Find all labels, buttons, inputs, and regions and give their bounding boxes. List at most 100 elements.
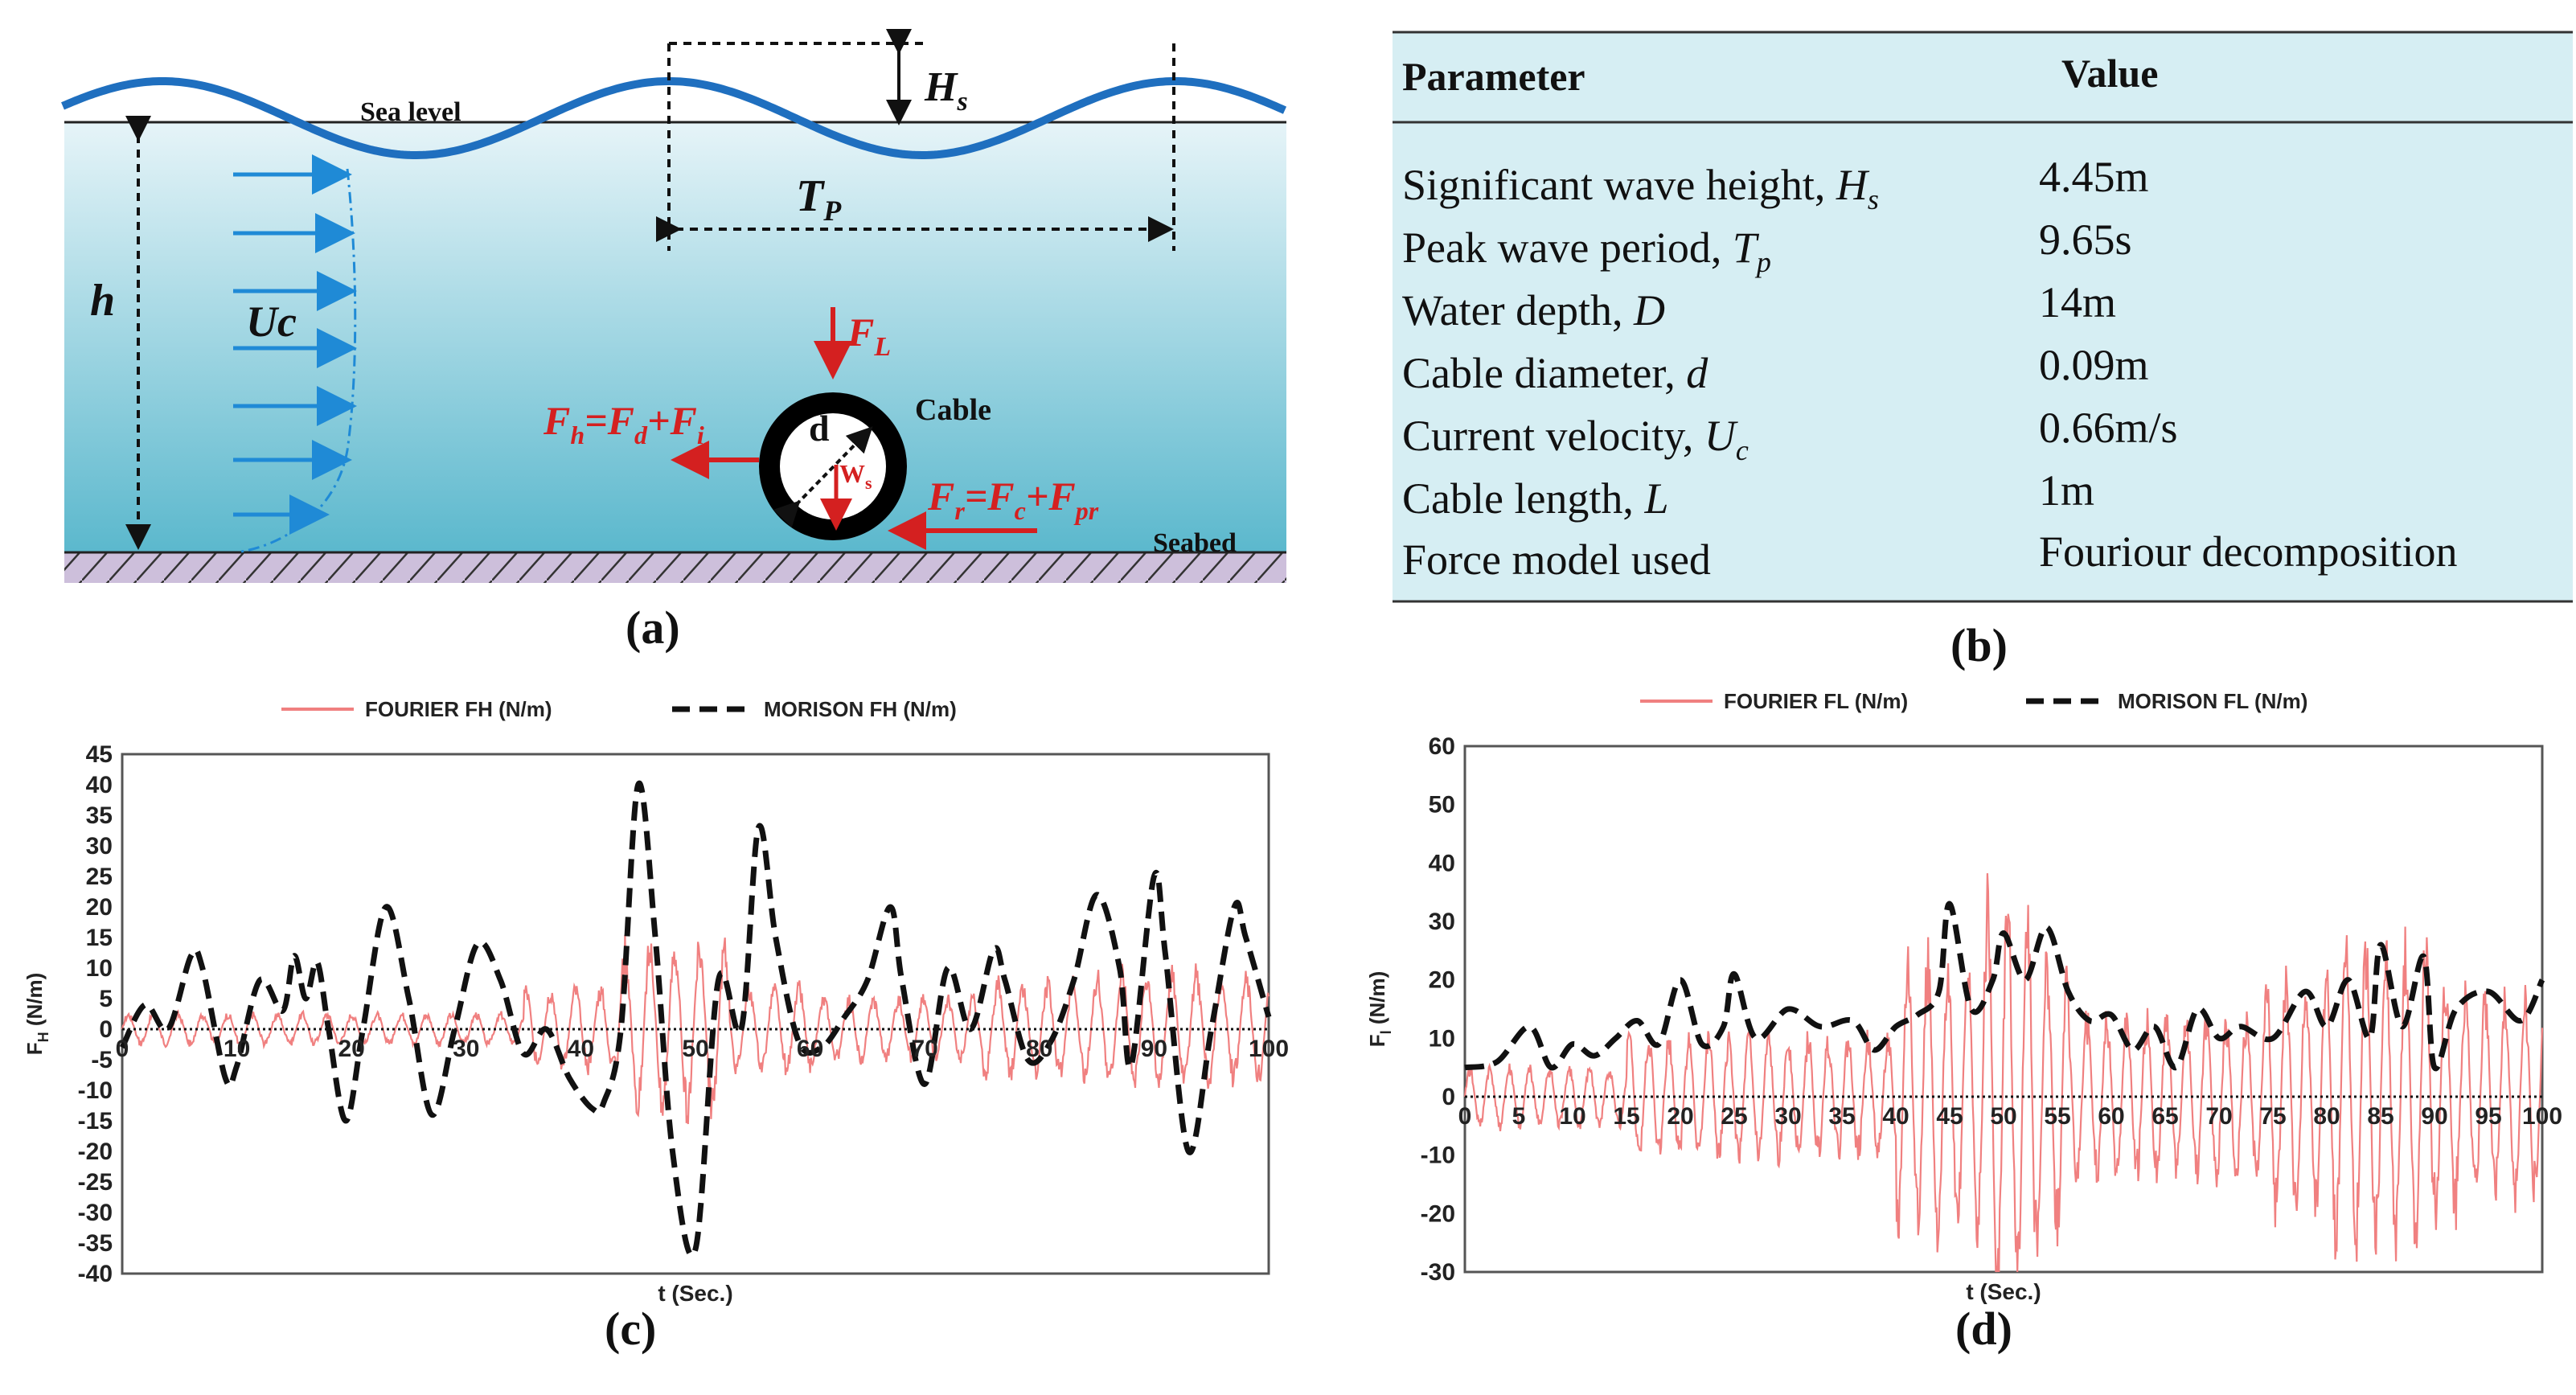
table-header-value: Value [2061, 51, 2158, 96]
x-tick-label: 35 [1828, 1103, 1855, 1130]
y-tick-label: -20 [1421, 1200, 1455, 1227]
x-tick-label: 60 [2098, 1103, 2124, 1130]
plot-area [121, 753, 1270, 1275]
y-tick-label: 15 [86, 925, 113, 951]
x-tick-label: 40 [568, 1036, 594, 1062]
water-body [64, 122, 1286, 552]
table-param-label: Current velocity, [1402, 412, 1704, 460]
table-param-cell: Significant wave height, Hs [1402, 161, 1879, 215]
table-value-cell: 4.45m [2039, 153, 2149, 201]
table-param-symbol: L [1643, 474, 1668, 523]
y-axis-label-unit: (N/m) [23, 973, 47, 1032]
x-axis-label: t (Sec.) [1966, 1279, 2041, 1304]
table-background [1393, 32, 2573, 601]
y-tick-label: 0 [1442, 1084, 1455, 1110]
y-axis-label-unit: (N/m) [1365, 971, 1389, 1031]
x-tick-label: 40 [1882, 1103, 1909, 1130]
panel-d-label: (d) [1955, 1303, 2012, 1355]
x-tick-label: 100 [2522, 1103, 2562, 1130]
x-tick-label: 90 [2421, 1103, 2447, 1130]
y-tick-label: -5 [91, 1047, 113, 1073]
legend-fourier-label: FOURIER FH (N/m) [365, 697, 552, 721]
x-tick-label: 70 [912, 1036, 938, 1062]
y-tick-label: 40 [86, 772, 113, 798]
y-tick-label: -25 [78, 1169, 113, 1196]
x-tick-label: 0 [116, 1036, 129, 1062]
x-tick-label: 55 [2044, 1103, 2070, 1130]
y-tick-label: 30 [86, 833, 113, 860]
y-tick-label: 20 [1429, 967, 1455, 994]
table-param-cell: Force model used [1402, 535, 1711, 584]
x-tick-label: 0 [1458, 1103, 1472, 1130]
seabed-hatch [64, 552, 1286, 583]
y-axis-label-sub: l [1378, 1030, 1394, 1034]
weight-label: Ws [839, 459, 872, 493]
sea-level-label: Sea level [360, 97, 461, 127]
fourier-series-line [121, 934, 1270, 1125]
table-value-cell: 0.66m/s [2039, 404, 2178, 452]
y-tick-label: -40 [78, 1261, 113, 1287]
table-value-cell: 1m [2039, 466, 2094, 515]
table-param-cell: Current velocity, Uc [1402, 412, 1749, 466]
y-tick-label: 45 [86, 741, 113, 768]
y-tick-label: 5 [99, 986, 113, 1012]
x-tick-label: 30 [453, 1036, 479, 1062]
legend-morison-label: MORISON FL (N/m) [2118, 689, 2307, 713]
y-axis-label-main: F [23, 1042, 47, 1055]
table-param-subscript: s [1868, 183, 1879, 215]
y-tick-label: 10 [1429, 1025, 1455, 1052]
x-tick-label: 10 [224, 1036, 250, 1062]
table-header-parameter: Parameter [1402, 54, 1585, 99]
x-tick-label: 75 [2259, 1103, 2286, 1130]
x-tick-label: 25 [1721, 1103, 1747, 1130]
table-value-cell: 0.09m [2039, 341, 2149, 389]
legend-morison-label: MORISON FH (N/m) [764, 697, 957, 721]
y-tick-label: 60 [1429, 733, 1455, 760]
table-value-cell: Fouriour decomposition [2039, 527, 2457, 576]
table-param-label: Cable diameter, [1402, 349, 1686, 397]
hydrodynamic-force-equation: Fh=Fd+Fi [543, 398, 704, 449]
table-value-cell: 9.65s [2039, 215, 2132, 264]
lift-force-label: FL [847, 310, 891, 362]
x-tick-label: 60 [797, 1036, 823, 1062]
panel-b-label: (b) [1950, 619, 2008, 671]
x-tick-label: 65 [2151, 1103, 2178, 1130]
table-param-symbol: d [1686, 349, 1708, 397]
morison-series-line [1464, 901, 2545, 1072]
x-tick-label: 20 [338, 1036, 365, 1062]
y-tick-label: -15 [78, 1108, 113, 1134]
reaction-force-equation: Fr=Fc+Fpr [927, 474, 1099, 525]
x-tick-label: 85 [2367, 1103, 2393, 1130]
x-tick-label: 100 [1249, 1036, 1289, 1062]
x-tick-label: 15 [1613, 1103, 1639, 1130]
panel-c-label: (c) [605, 1303, 656, 1355]
y-tick-label: 50 [1429, 792, 1455, 819]
wave-curve [61, 77, 1287, 159]
table-rows: Significant wave height, Hs 4.45m Peak wav… [1402, 153, 2457, 584]
y-tick-label: 40 [1429, 850, 1455, 876]
y-tick-label: -10 [78, 1077, 113, 1104]
table-param-cell: Water depth, D [1402, 286, 1665, 334]
panel-a-label: (a) [626, 601, 680, 654]
y-tick-label: 0 [99, 1016, 113, 1043]
x-tick-label: 80 [2313, 1103, 2340, 1130]
current-arrows [233, 154, 357, 535]
table-param-symbol: H [1836, 161, 1870, 209]
y-axis-label-sub: H [35, 1032, 51, 1042]
y-tick-label: 35 [86, 802, 113, 829]
y-tick-label: -35 [78, 1230, 113, 1257]
y-tick-label: -10 [1421, 1143, 1455, 1169]
hs-label: Hs [924, 64, 968, 117]
cable-label: Cable [915, 393, 991, 427]
diameter-arrow [773, 426, 873, 528]
table-param-subscript: p [1754, 246, 1771, 278]
table-param-cell: Peak wave period, Tp [1402, 224, 1771, 278]
diameter-label: d [809, 408, 830, 449]
y-tick-label: 10 [86, 955, 113, 982]
depth-label: h [90, 276, 115, 326]
y-axis-label-main: F [1365, 1034, 1389, 1047]
y-axis-label: FH (N/m) [23, 973, 51, 1056]
y-tick-label: 20 [86, 894, 113, 921]
